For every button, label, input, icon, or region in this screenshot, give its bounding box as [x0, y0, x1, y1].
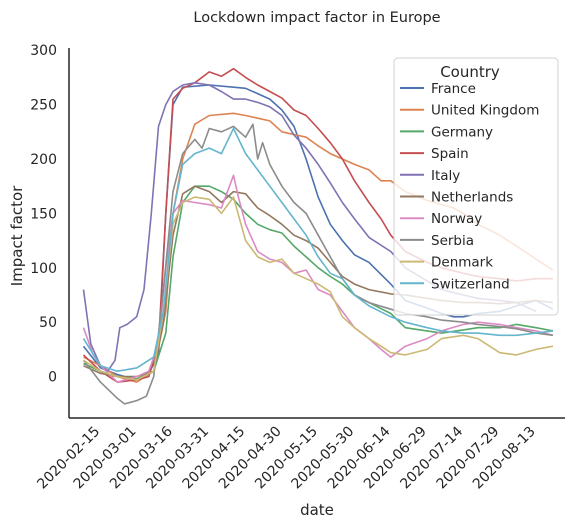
- y-tick-label: 100: [30, 261, 57, 277]
- legend-entry: Serbia: [431, 233, 474, 249]
- chart-title: Lockdown impact factor in Europe: [193, 10, 440, 26]
- legend-entry: Germany: [431, 124, 493, 140]
- y-tick-label: 150: [30, 206, 57, 222]
- legend-entry: Norway: [431, 211, 482, 227]
- legend-box: [393, 57, 559, 316]
- x-axis-ticks: 2020-02-152020-03-012020-03-162020-03-31…: [34, 423, 538, 492]
- legend-entry: Denmark: [431, 255, 493, 271]
- legend-title: Country: [440, 63, 500, 81]
- legend-entry: Switzerland: [431, 276, 510, 292]
- legend-entry: France: [431, 81, 476, 97]
- plot-lines: [82, 67, 554, 405]
- series-line-germany: [83, 185, 554, 380]
- series-line-switzerland: [82, 127, 554, 372]
- y-tick-label: 300: [30, 43, 57, 59]
- y-axis-ticks: 0 50 100 150 200 250 300: [30, 43, 57, 385]
- legend-entry: United Kingdom: [431, 103, 539, 119]
- axes: [68, 48, 565, 419]
- y-tick-label: 200: [30, 152, 57, 168]
- legend-entry: Spain: [431, 146, 469, 162]
- y-tick-label: 250: [30, 98, 57, 114]
- legend-entry: Netherlands: [431, 190, 513, 206]
- y-axis-label: Impact factor: [8, 185, 26, 286]
- legend-entry: Italy: [431, 168, 460, 184]
- x-axis-label: date: [300, 501, 334, 519]
- y-tick-label: 0: [48, 370, 57, 386]
- y-tick-label: 50: [39, 315, 57, 331]
